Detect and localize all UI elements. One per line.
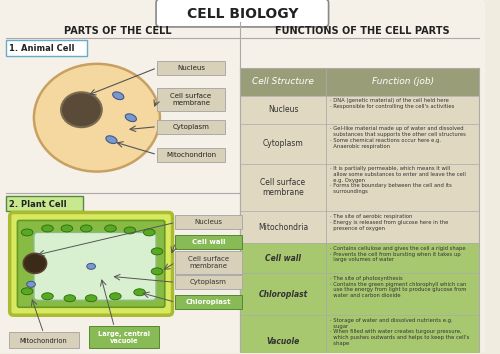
FancyBboxPatch shape (240, 124, 479, 164)
Ellipse shape (34, 64, 160, 172)
Text: Cell wall: Cell wall (265, 254, 301, 263)
Text: · The site of photosynthesis
· Contains the green pigment chlorophyll which can
: · The site of photosynthesis · Contains … (330, 276, 466, 298)
FancyBboxPatch shape (175, 235, 242, 249)
Ellipse shape (22, 229, 33, 236)
Text: Chloroplast: Chloroplast (258, 290, 308, 299)
Ellipse shape (86, 263, 96, 269)
Ellipse shape (126, 114, 136, 121)
FancyBboxPatch shape (0, 0, 486, 354)
FancyBboxPatch shape (175, 275, 242, 289)
FancyBboxPatch shape (240, 164, 479, 211)
Ellipse shape (42, 293, 54, 300)
Text: Cytoplasm: Cytoplasm (172, 124, 210, 130)
Text: · The site of aerobic respiration
· Energy is released from glucose here in the
: · The site of aerobic respiration · Ener… (330, 214, 448, 230)
Ellipse shape (80, 225, 92, 232)
Text: Function (job): Function (job) (372, 77, 434, 86)
Text: PARTS OF THE CELL: PARTS OF THE CELL (64, 26, 172, 36)
FancyBboxPatch shape (240, 38, 479, 68)
Text: Cell surface
membrane: Cell surface membrane (260, 178, 306, 197)
FancyBboxPatch shape (6, 195, 84, 211)
FancyBboxPatch shape (18, 221, 165, 307)
Text: Large, central
vacuole: Large, central vacuole (98, 331, 150, 344)
Text: FUNCTIONS OF THE CELL PARTS: FUNCTIONS OF THE CELL PARTS (275, 26, 450, 36)
FancyBboxPatch shape (156, 148, 226, 162)
FancyBboxPatch shape (175, 251, 242, 274)
FancyBboxPatch shape (175, 295, 242, 309)
Ellipse shape (22, 288, 33, 295)
Ellipse shape (26, 281, 36, 287)
Text: Cytoplasm: Cytoplasm (190, 279, 227, 285)
Ellipse shape (61, 92, 102, 127)
Text: · Storage of water and dissolved nutrients e.g.
  sugar
· When filled with water: · Storage of water and dissolved nutrien… (330, 318, 469, 346)
Ellipse shape (134, 289, 145, 296)
Ellipse shape (104, 225, 117, 232)
Text: Cell surface
membrane: Cell surface membrane (170, 93, 211, 106)
Ellipse shape (86, 295, 97, 302)
Ellipse shape (106, 136, 117, 143)
FancyBboxPatch shape (240, 211, 479, 244)
FancyBboxPatch shape (240, 315, 479, 354)
Text: Nucleus: Nucleus (194, 219, 222, 225)
FancyBboxPatch shape (89, 326, 159, 348)
Ellipse shape (110, 293, 121, 300)
Text: 1. Animal Cell: 1. Animal Cell (8, 44, 74, 53)
Text: · DNA (genetic material) of the cell held here
· Responsible for controlling the: · DNA (genetic material) of the cell hel… (330, 98, 454, 109)
Text: Mitochondrion: Mitochondrion (166, 152, 216, 158)
Ellipse shape (124, 227, 136, 234)
FancyBboxPatch shape (34, 233, 156, 300)
Ellipse shape (64, 295, 76, 302)
FancyBboxPatch shape (6, 40, 87, 56)
Text: Vacuole: Vacuole (266, 337, 300, 346)
Text: CELL BIOLOGY: CELL BIOLOGY (186, 7, 298, 21)
Ellipse shape (42, 225, 54, 232)
Text: Nucleus: Nucleus (268, 105, 298, 114)
FancyBboxPatch shape (156, 61, 226, 75)
Text: Mitochondrion: Mitochondrion (20, 338, 68, 344)
Text: Chloroplast: Chloroplast (186, 299, 231, 305)
Text: Mitochondria: Mitochondria (258, 223, 308, 232)
Text: Cytoplasm: Cytoplasm (262, 139, 304, 148)
Text: 2. Plant Cell: 2. Plant Cell (8, 200, 66, 209)
FancyBboxPatch shape (240, 273, 479, 315)
Text: Cell wall: Cell wall (192, 239, 225, 245)
FancyBboxPatch shape (175, 216, 242, 229)
Text: Cell Structure: Cell Structure (252, 77, 314, 86)
Text: Nucleus: Nucleus (177, 65, 205, 71)
FancyBboxPatch shape (8, 332, 78, 348)
Text: · It is partially permeable, which means it will
  allow some substances to ente: · It is partially permeable, which means… (330, 166, 466, 194)
FancyBboxPatch shape (156, 88, 226, 111)
FancyBboxPatch shape (240, 244, 479, 273)
Ellipse shape (24, 253, 46, 273)
Ellipse shape (112, 92, 124, 99)
Text: · Contains cellulose and gives the cell a rigid shape
· Prevents the cell from b: · Contains cellulose and gives the cell … (330, 246, 465, 263)
Ellipse shape (151, 248, 163, 255)
Text: · Gel-like material made up of water and dissolved
  substances that supports th: · Gel-like material made up of water and… (330, 126, 466, 149)
Ellipse shape (144, 229, 155, 236)
Ellipse shape (151, 268, 163, 275)
FancyBboxPatch shape (240, 68, 479, 96)
FancyBboxPatch shape (10, 212, 172, 315)
Ellipse shape (61, 225, 72, 232)
FancyBboxPatch shape (240, 96, 479, 124)
FancyBboxPatch shape (156, 0, 328, 27)
Text: Cell surface
membrane: Cell surface membrane (188, 256, 229, 269)
FancyBboxPatch shape (156, 120, 226, 134)
